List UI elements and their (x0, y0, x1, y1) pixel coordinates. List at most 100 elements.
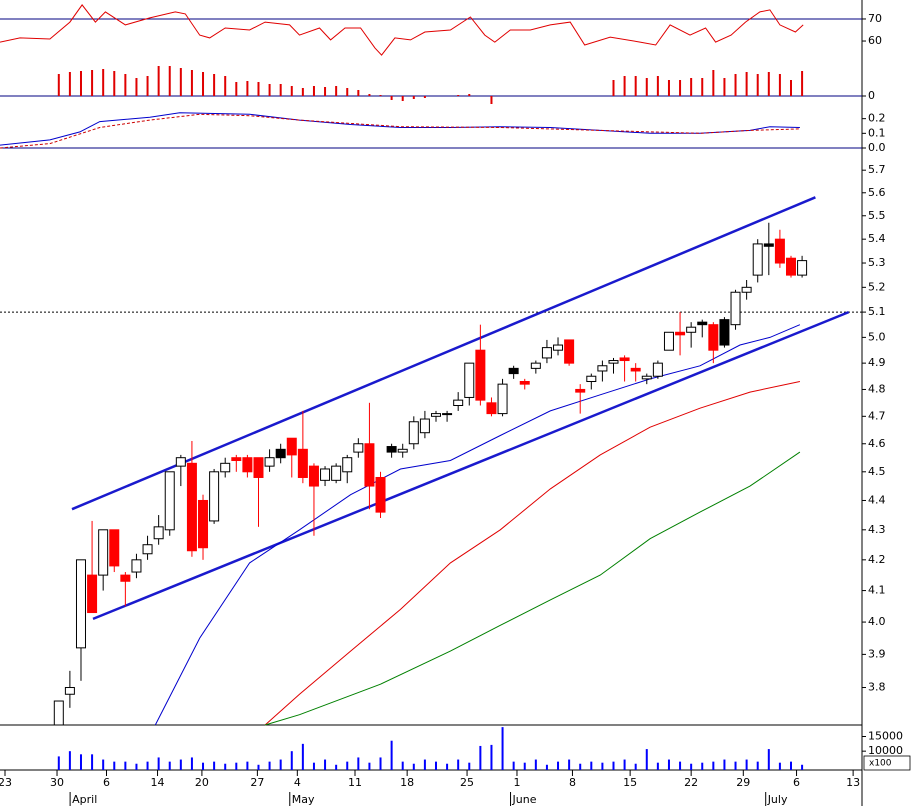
y-tick-label: 0 (868, 89, 875, 102)
bar (745, 759, 748, 770)
candle-body (575, 388, 586, 393)
candle-body (109, 529, 120, 567)
bar (213, 74, 216, 96)
bar (778, 762, 781, 770)
candle-body (253, 457, 264, 478)
bar (568, 759, 571, 770)
y-tick-label: 15000 (868, 730, 903, 743)
candle-body (486, 402, 497, 415)
bar (312, 762, 315, 770)
bar (379, 757, 382, 770)
bar (235, 82, 238, 96)
bar (423, 96, 426, 98)
candle-body (708, 324, 719, 351)
bar (412, 96, 415, 99)
bar (257, 82, 260, 96)
candle-body (774, 238, 785, 264)
bar (701, 78, 704, 96)
x-tick-label: 29 (736, 776, 750, 789)
x-tick-label: 22 (684, 776, 698, 789)
candle-body (597, 365, 608, 372)
y-tick-label: 70 (868, 12, 882, 25)
unit-box (863, 755, 911, 771)
bar (778, 74, 781, 96)
y-tick-label: 4.9 (868, 356, 886, 369)
bar (623, 76, 626, 96)
bar (701, 762, 704, 770)
x-tick-label: 8 (569, 776, 576, 789)
y-tick-label: 5.4 (868, 232, 886, 245)
x-tick-label: 15 (623, 776, 637, 789)
bar (734, 761, 737, 770)
candle-body (164, 471, 175, 531)
bar (68, 751, 71, 770)
bar (79, 71, 82, 96)
candle-body (763, 243, 774, 247)
x-tick-label: 25 (460, 776, 474, 789)
candle-body (652, 362, 663, 377)
candle-body (697, 321, 708, 326)
x-tick-label: 11 (348, 776, 362, 789)
bar (734, 74, 737, 96)
candle-body (508, 367, 519, 375)
bar (557, 761, 560, 770)
bar (213, 761, 216, 770)
indicator-line (0, 112, 800, 146)
month-label: May (292, 793, 315, 806)
y-tick-label: 4.7 (868, 409, 886, 422)
bar (634, 76, 637, 96)
bar (789, 80, 792, 96)
candle-body (264, 457, 275, 467)
bar (190, 70, 193, 96)
candle-body (419, 418, 430, 434)
x-tick-label: 27 (250, 776, 264, 789)
bar (756, 761, 759, 770)
candle-body (142, 544, 153, 555)
bar (645, 78, 648, 96)
y-tick-label: 4.6 (868, 437, 886, 450)
candle-body (730, 291, 741, 326)
candle-body (553, 344, 564, 351)
bar (335, 764, 338, 770)
moving-average (264, 381, 801, 726)
bar (246, 81, 249, 96)
bar (712, 70, 715, 96)
candle-body (630, 367, 641, 372)
bar (368, 762, 371, 770)
bar (401, 761, 404, 770)
bar (767, 749, 770, 770)
bar (667, 759, 670, 770)
y-tick-label: 4.2 (868, 553, 886, 566)
candle-body (641, 375, 652, 380)
bar (612, 761, 615, 770)
bar (102, 759, 105, 770)
bar (124, 74, 127, 96)
trend-line (71, 196, 816, 511)
bar (168, 761, 171, 770)
bar (390, 740, 393, 770)
candle-body (608, 360, 619, 364)
candle-body (64, 687, 75, 695)
candle-body (286, 437, 297, 456)
bar (623, 759, 626, 770)
bar (324, 759, 327, 770)
candle-body (497, 383, 508, 415)
bar (91, 754, 94, 770)
bar (135, 763, 138, 770)
candle-body (785, 257, 796, 276)
candle-body (797, 260, 808, 276)
bar (135, 78, 138, 96)
bar (301, 743, 304, 770)
bar (346, 761, 349, 770)
x-tick-label: 14 (151, 776, 165, 789)
bar (457, 759, 460, 770)
bar (57, 74, 60, 96)
bar (268, 84, 271, 96)
bar (579, 763, 582, 770)
y-tick-label: 5.5 (868, 209, 886, 222)
y-tick-label: 4.4 (868, 493, 886, 506)
candle-body (541, 347, 552, 359)
bar (801, 71, 804, 96)
x-tick-label: 6 (103, 776, 110, 789)
